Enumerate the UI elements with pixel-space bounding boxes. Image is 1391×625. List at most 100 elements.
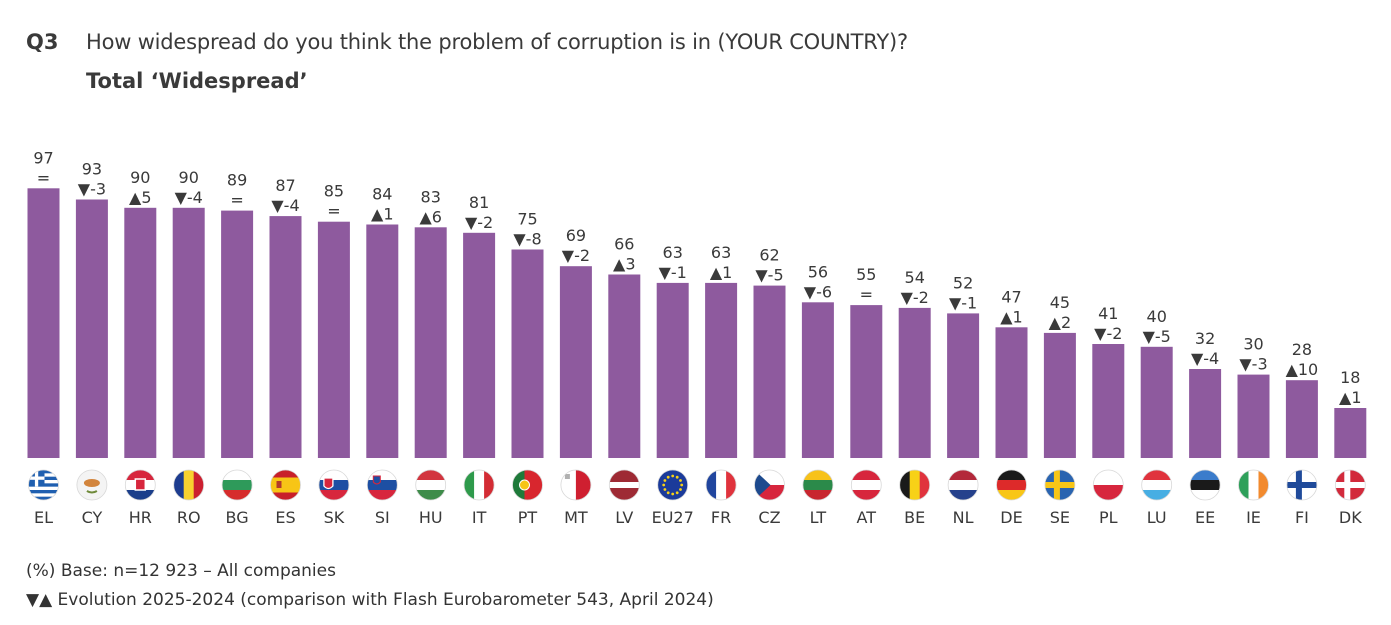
change-label-pt: ▼-8 (513, 230, 541, 249)
value-label-se: 45 (1050, 293, 1070, 312)
value-label-fr: 63 (711, 243, 731, 262)
flag-portugal-icon (512, 470, 543, 500)
flag-ireland-icon (1238, 470, 1269, 500)
change-label-el: = (37, 168, 50, 187)
value-label-de: 47 (1001, 287, 1021, 306)
change-label-be: ▼-2 (901, 288, 929, 307)
flag-czechia-icon (754, 470, 785, 500)
change-label-dk: ▲1 (1339, 388, 1361, 407)
flag-finland-icon (1286, 470, 1317, 500)
change-label-nl: ▼-1 (949, 293, 977, 312)
change-label-ro: ▼-4 (175, 188, 203, 207)
change-label-lu: ▼-5 (1143, 327, 1171, 346)
country-label-mt: MT (564, 508, 588, 527)
change-label-es: ▼-4 (271, 196, 299, 215)
flag-latvia-icon (609, 470, 640, 500)
country-label-cz: CZ (758, 508, 780, 527)
country-label-cy: CY (82, 508, 103, 527)
bar-chart: 97=EL93▼-3CY90▲5HR90▼-4RO89=BG87▼-4ES85=… (27, 148, 1367, 527)
country-label-hr: HR (129, 508, 152, 527)
value-label-bg: 89 (227, 171, 247, 190)
chart-subtitle: Total ‘Widespread’ (86, 69, 308, 93)
flag-france-icon (706, 470, 737, 500)
bar-si (366, 224, 399, 458)
flag-eu-icon (657, 470, 688, 500)
country-label-eu27: EU27 (652, 508, 694, 527)
value-label-hu: 83 (421, 187, 441, 206)
flag-poland-icon (1093, 470, 1124, 500)
chart-notes: (%) Base: n=12 923 – All companies ▼▲ Ev… (26, 557, 714, 615)
country-label-hu: HU (419, 508, 443, 527)
flag-hungary-icon (415, 470, 446, 500)
country-label-fr: FR (711, 508, 731, 527)
bar-hr (124, 207, 157, 458)
country-label-si: SI (375, 508, 390, 527)
bar-se (1043, 332, 1076, 458)
flag-netherlands-icon (948, 470, 979, 500)
country-label-se: SE (1050, 508, 1070, 527)
flag-estonia-icon (1190, 470, 1221, 500)
value-label-cz: 62 (759, 246, 779, 265)
country-label-fi: FI (1295, 508, 1309, 527)
value-label-nl: 52 (953, 273, 973, 292)
change-label-it: ▼-2 (465, 213, 493, 232)
country-label-es: ES (275, 508, 295, 527)
value-label-ie: 30 (1243, 335, 1263, 354)
country-label-pt: PT (518, 508, 538, 527)
value-label-fi: 28 (1292, 340, 1312, 359)
bar-ee (1189, 369, 1222, 458)
value-label-sk: 85 (324, 182, 344, 201)
bar-ro (172, 207, 205, 458)
bar-at (850, 305, 883, 458)
change-label-se: ▲2 (1049, 313, 1071, 332)
value-label-es: 87 (275, 176, 295, 195)
country-label-ro: RO (177, 508, 201, 527)
change-label-cz: ▼-5 (755, 266, 783, 285)
bar-cy (75, 199, 108, 458)
bar-fi (1285, 380, 1318, 458)
change-label-sk: = (327, 202, 340, 221)
country-label-el: EL (34, 508, 53, 527)
value-label-cy: 93 (82, 160, 102, 179)
flag-luxembourg-icon (1141, 470, 1172, 500)
evolution-note: ▼▲ Evolution 2025-2024 (comparison with … (26, 590, 714, 610)
question-text: How widespread do you think the problem … (86, 30, 908, 54)
value-label-dk: 18 (1340, 368, 1360, 387)
flag-spain-icon (270, 470, 301, 500)
bar-hu (414, 227, 447, 458)
change-label-cy: ▼-3 (78, 180, 106, 199)
change-label-de: ▲1 (1000, 307, 1022, 326)
country-label-bg: BG (226, 508, 249, 527)
bar-pl (1092, 344, 1125, 458)
value-label-lv: 66 (614, 235, 634, 254)
bar-mt (559, 266, 592, 458)
change-label-pl: ▼-2 (1094, 324, 1122, 343)
change-label-fr: ▲1 (710, 263, 732, 282)
flag-romania-icon (173, 470, 204, 500)
change-label-lt: ▼-6 (804, 282, 832, 301)
country-label-sk: SK (324, 508, 345, 527)
flag-malta-icon (560, 470, 591, 500)
change-label-hr: ▲5 (129, 188, 151, 207)
bar-lv (608, 274, 641, 458)
question-number: Q3 (26, 30, 59, 54)
country-label-lt: LT (810, 508, 827, 527)
bar-el (27, 188, 60, 459)
bar-cz (753, 285, 786, 458)
flag-bulgaria-icon (222, 470, 253, 500)
country-label-lv: LV (615, 508, 633, 527)
flag-lithuania-icon (802, 470, 833, 500)
value-label-mt: 69 (566, 226, 586, 245)
change-label-mt: ▼-2 (562, 246, 590, 265)
bar-eu27 (656, 282, 689, 458)
flag-slovakia-icon (318, 470, 349, 500)
country-label-at: AT (857, 508, 877, 527)
bar-lt (801, 302, 834, 458)
change-label-lv: ▲3 (613, 255, 635, 274)
value-label-ee: 32 (1195, 329, 1215, 348)
value-label-it: 81 (469, 193, 489, 212)
change-label-eu27: ▼-1 (659, 263, 687, 282)
change-label-ie: ▼-3 (1239, 355, 1267, 374)
bar-be (898, 307, 931, 458)
bar-es (269, 216, 302, 458)
